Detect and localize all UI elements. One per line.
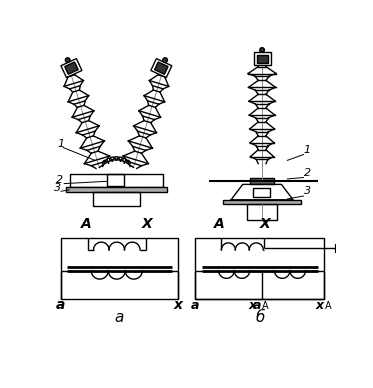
Bar [257,55,267,63]
Bar [151,59,172,78]
Bar [154,62,168,74]
Bar [93,192,140,206]
Bar [66,187,167,192]
Text: x: x [316,299,324,312]
Bar [223,200,301,204]
Bar [254,52,270,66]
Text: a: a [253,299,261,312]
Bar [60,237,178,299]
Bar [70,173,163,187]
Text: б: б [255,310,264,325]
Text: A: A [81,217,91,231]
Text: 2: 2 [304,168,311,178]
Text: x: x [174,298,183,312]
Circle shape [65,58,70,62]
Text: a: a [191,299,200,312]
Bar [65,62,78,74]
Text: 2: 2 [56,175,63,185]
Circle shape [260,48,264,52]
Text: А: А [325,301,332,311]
Bar [250,178,274,184]
Bar [253,188,270,197]
Bar [61,59,82,78]
Text: A: A [214,217,225,231]
Bar [247,204,277,220]
Text: а: а [115,310,124,325]
Text: 3: 3 [54,182,62,192]
Text: x: x [249,299,257,312]
Bar [195,237,324,299]
Circle shape [163,58,167,62]
Text: 1: 1 [57,139,65,149]
Bar [107,173,124,186]
Text: А: А [262,301,269,311]
Text: X: X [260,217,270,231]
Text: 3: 3 [304,186,311,196]
Text: X: X [142,217,153,231]
Text: a: a [56,298,65,312]
Text: 1: 1 [304,145,311,155]
